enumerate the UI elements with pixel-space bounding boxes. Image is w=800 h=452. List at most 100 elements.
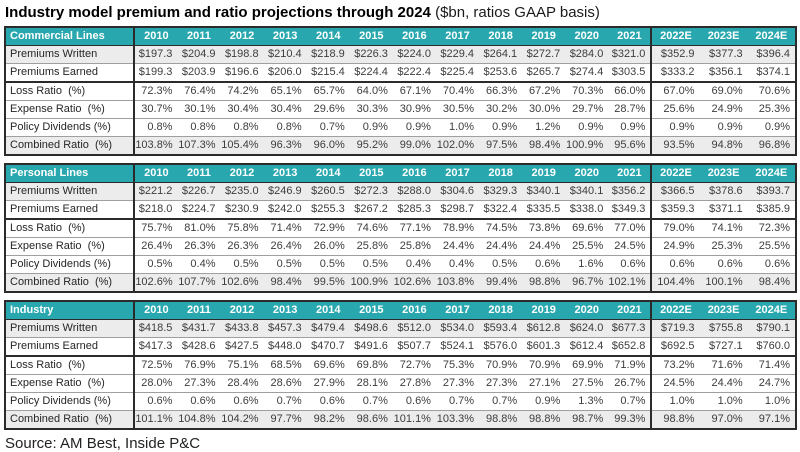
row-label: Premiums Earned (5, 63, 136, 82)
value-cell: $433.8 (220, 319, 264, 338)
value-cell: 29.7% (572, 103, 604, 115)
row-label: Policy Dividends (%) (5, 392, 136, 411)
value-cell: $727.1 (709, 340, 743, 352)
row-label: Premiums Written (5, 45, 136, 64)
value-cell: 68.5% (270, 359, 302, 371)
row-label: Premiums Earned (5, 200, 136, 219)
value-cell: $265.7 (526, 66, 561, 78)
table-row: Premiums Earned $417.3 $428.6 $427.5 $448.0 $… (5, 337, 796, 356)
value-cell: 74.6% (356, 222, 388, 234)
value-cell: 0.8% (190, 121, 216, 133)
value-cell: $507.7 (397, 340, 431, 352)
value-cell: $304.6 (435, 182, 480, 201)
value-cell: 27.8% (399, 377, 431, 389)
year-header-2019: 2019 (522, 301, 566, 320)
year-header-2016: 2016 (392, 27, 436, 46)
table-row: Premiums Written $197.3 $204.9 $198.8 $210.4… (5, 45, 796, 64)
value-cell: 0.5% (492, 258, 518, 270)
row-label: Premiums Written (5, 319, 136, 338)
year-header-2012: 2012 (220, 164, 264, 183)
value-cell: $215.4 (311, 66, 345, 78)
value-cell: 70.9% (529, 359, 561, 371)
value-cell: 98.8% (650, 410, 700, 429)
value-cell: 101.1% (134, 410, 178, 429)
value-cell: 27.5% (572, 377, 604, 389)
value-cell: 25.8% (399, 240, 431, 252)
value-cell: $229.4 (435, 45, 480, 64)
section-table-commercial-lines: Commercial Lines 2010 2011 2012 2013 2014 2015… (4, 26, 797, 156)
value-cell: 0.9% (535, 395, 561, 407)
value-cell: 24.9% (650, 237, 700, 256)
year-header-2013: 2013 (263, 301, 307, 320)
value-cell: 0.5% (362, 258, 388, 270)
value-cell: 95.2% (349, 136, 393, 155)
value-cell: 93.5% (650, 136, 700, 155)
value-cell: 27.3% (442, 377, 475, 389)
value-cell: 0.7% (319, 121, 345, 133)
value-cell: $329.3 (479, 182, 523, 201)
value-cell: 27.3% (184, 377, 216, 389)
year-header-2014: 2014 (306, 301, 350, 320)
value-cell: 24.4% (529, 240, 561, 252)
value-cell: $267.2 (354, 203, 388, 215)
value-cell: $230.9 (224, 203, 259, 215)
value-cell: 0.6% (190, 395, 216, 407)
year-header-2021: 2021 (608, 301, 652, 320)
value-cell: 0.9% (405, 121, 431, 133)
value-cell: $377.3 (699, 45, 748, 64)
header-row: Industry 2010 2011 2012 2013 2014 2015 2016 2017… (5, 301, 796, 320)
value-cell: 26.7% (614, 377, 646, 389)
value-cell: 96.8% (747, 136, 796, 155)
value-cell: $264.1 (479, 45, 523, 64)
year-header-2018: 2018 (479, 164, 523, 183)
year-header-2021: 2021 (608, 164, 652, 183)
year-header-2018: 2018 (479, 301, 523, 320)
value-cell: $428.6 (181, 340, 216, 352)
value-cell: 24.9% (711, 103, 743, 115)
value-cell: 0.7% (276, 395, 302, 407)
value-cell: $677.3 (608, 319, 652, 338)
year-header-2011: 2011 (177, 164, 221, 183)
value-cell: $612.4 (569, 340, 604, 352)
value-cell: $303.5 (611, 66, 646, 78)
row-label: Combined Ratio (%) (5, 273, 136, 292)
value-cell: 107.3% (177, 136, 221, 155)
year-header-2022e: 2022E (650, 27, 700, 46)
value-cell: $210.4 (263, 45, 307, 64)
value-cell: $272.3 (349, 182, 393, 201)
table-row: Premiums Earned $199.3 $203.9 $196.6 $206.0 $… (5, 63, 796, 82)
value-cell: 70.9% (485, 359, 518, 371)
value-cell: 72.5% (141, 359, 173, 371)
value-cell: $203.9 (181, 66, 216, 78)
value-cell: $385.9 (756, 203, 790, 215)
value-cell: 25.3% (711, 240, 743, 252)
value-cell: $755.8 (699, 319, 748, 338)
year-header-2011: 2011 (177, 27, 221, 46)
value-cell: 100.9% (349, 273, 393, 292)
value-cell: $321.0 (608, 45, 652, 64)
table-row: Policy Dividends (%) 0.5% 0.4% 0.5% 0.5% 0.5%… (5, 255, 796, 274)
value-cell: 26.4% (141, 240, 173, 252)
year-header-2020: 2020 (565, 301, 609, 320)
header-row: Commercial Lines 2010 2011 2012 2013 2014 2015… (5, 27, 796, 46)
value-cell: 96.7% (565, 273, 609, 292)
value-cell: $524.1 (440, 340, 475, 352)
value-cell: 24.5% (650, 374, 700, 393)
value-cell: 103.8% (435, 273, 480, 292)
value-cell: $359.3 (650, 200, 700, 219)
table-row: Loss Ratio (%) 75.7% 81.0% 75.8% 71.4% 72.9% 7… (5, 219, 796, 238)
value-cell: 0.9% (650, 118, 700, 137)
value-cell: 25.5% (572, 240, 604, 252)
value-cell: 98.8% (479, 410, 523, 429)
value-cell: 0.5% (276, 258, 302, 270)
table-row: Premiums Written $221.2 $226.7 $235.0 $246.9… (5, 182, 796, 201)
year-header-2022e: 2022E (650, 164, 700, 183)
value-cell: 66.3% (485, 85, 518, 97)
value-cell: $224.4 (354, 66, 388, 78)
value-cell: $576.0 (483, 340, 518, 352)
value-cell: 0.6% (764, 258, 790, 270)
value-cell: 1.6% (578, 258, 604, 270)
tables-container: Commercial Lines 2010 2011 2012 2013 2014 2015… (4, 26, 797, 430)
year-header-2020: 2020 (565, 27, 609, 46)
page-title-subtitle: ($bn, ratios GAAP basis) (430, 4, 600, 21)
